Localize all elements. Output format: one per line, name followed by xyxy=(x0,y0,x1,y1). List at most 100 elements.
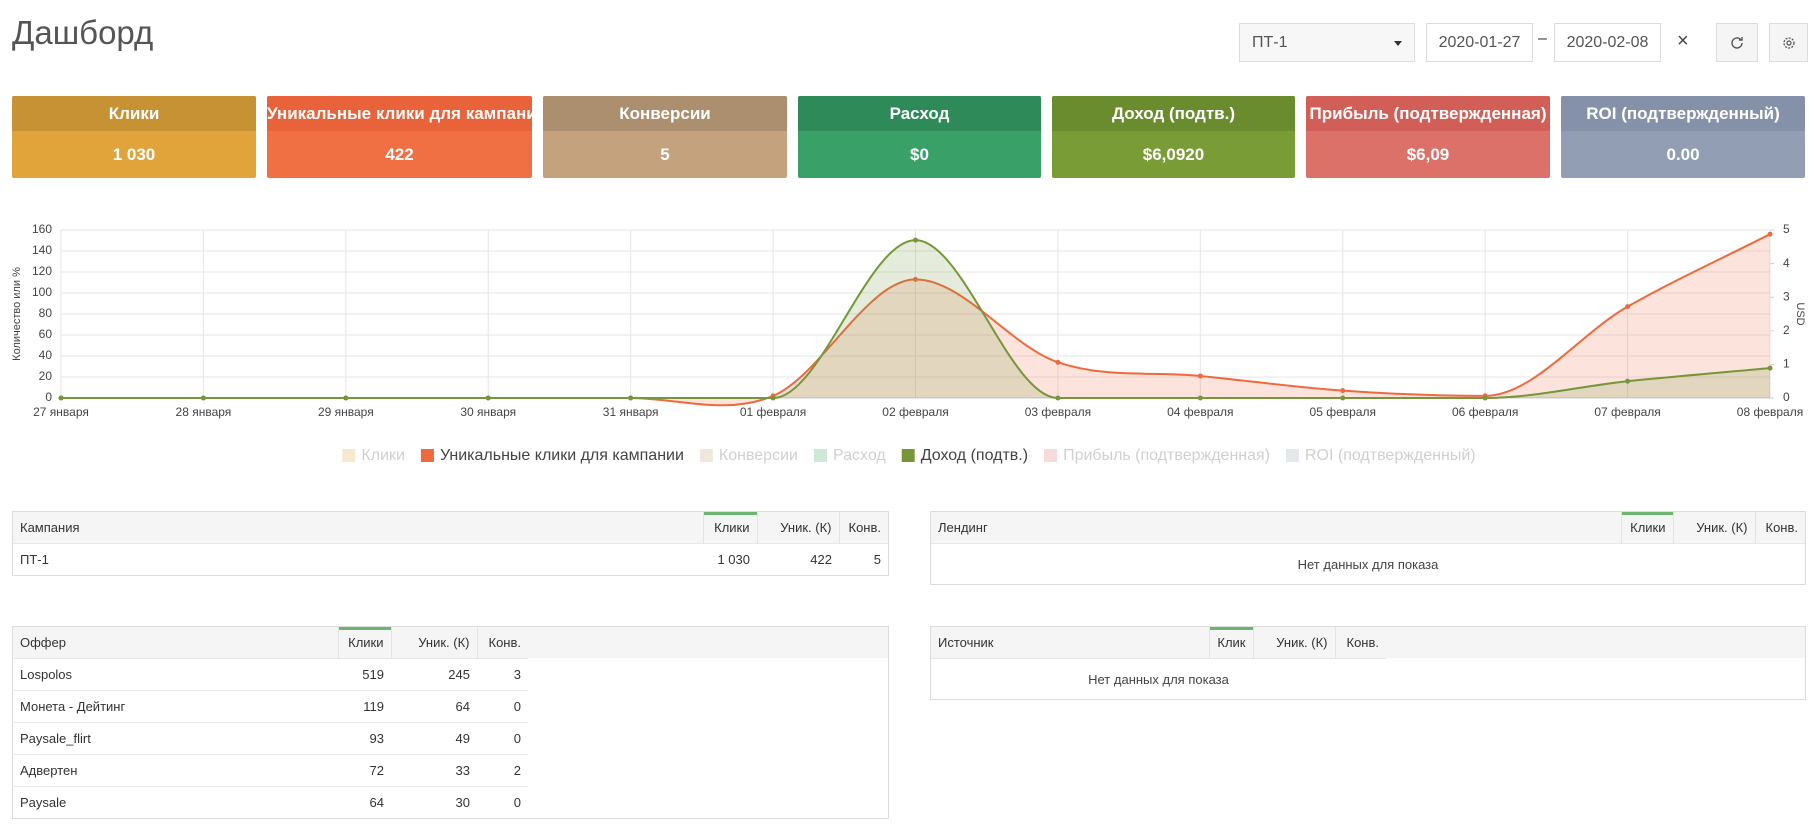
table-cell: 0 xyxy=(477,786,528,818)
data-point xyxy=(1340,388,1346,394)
table-box: Кампания Клики Уник. (К) Конв. ПТ-1 1 030 422 5 xyxy=(12,511,889,576)
data-point xyxy=(1197,395,1203,401)
card-value: $6,09 xyxy=(1406,145,1450,164)
tbody: Нет данных для показа xyxy=(931,543,1805,584)
legend-marker[interactable] xyxy=(699,449,713,462)
table-cell: Paysale_flirt xyxy=(13,722,338,755)
table-row: Paysale 64 30 0 xyxy=(13,786,528,818)
tbody: ПТ-1 1 030 422 5 xyxy=(13,543,888,575)
x-tick-label: 07 февраля xyxy=(1594,405,1660,419)
clear-button[interactable]: × xyxy=(1677,30,1689,52)
data-table: Оффер Клики Уник. (К) Конв. Lospolos 519 245 3 М… xyxy=(13,627,528,818)
column-header[interactable]: Уник. (К) xyxy=(1252,627,1335,659)
legend-label[interactable]: ROI (подтвержденный) xyxy=(1305,447,1476,464)
empty-message: Нет данных для показа xyxy=(931,543,1805,584)
refresh-button[interactable] xyxy=(1716,23,1758,62)
table-box: Лендинг Клики Уник. (К) Конв. Нет данных для… xyxy=(930,511,1806,585)
data-point xyxy=(1055,359,1061,365)
table-cell: 72 xyxy=(338,754,391,787)
column-header[interactable]: Конв. xyxy=(476,627,528,659)
x-tick-label: 06 февраля xyxy=(1452,405,1518,419)
legend-marker[interactable] xyxy=(901,449,915,462)
stat-card: Расход $0 xyxy=(798,96,1041,178)
select-text: ПТ-1 xyxy=(1252,33,1288,51)
table-cell: 93 xyxy=(338,722,391,755)
column-header[interactable]: Уник. (К) xyxy=(390,627,477,659)
x-tick-label: 30 января xyxy=(460,405,516,419)
legend-marker[interactable] xyxy=(342,449,356,462)
table-cell: 2 xyxy=(477,754,528,787)
stat-card: ROI (подтвержденный) 0.00 xyxy=(1561,96,1805,178)
column-header[interactable]: Конв. xyxy=(1754,512,1805,544)
table-cell: 519 xyxy=(338,658,391,691)
x-tick-label: 04 февраля xyxy=(1167,405,1233,419)
table-row: Монета - Дейтинг 119 64 0 xyxy=(13,690,528,723)
table-cell: Lospolos xyxy=(13,658,338,691)
tbody: Lospolos 519 245 3 Монета - Дейтинг 119 64 0 Pay… xyxy=(13,658,528,818)
column-header[interactable]: Лендинг xyxy=(931,512,1621,544)
legend-label[interactable]: Доход (подтв.) xyxy=(921,447,1028,464)
card-value: 0.00 xyxy=(1666,145,1700,164)
card-value: $6,0920 xyxy=(1142,145,1205,164)
x-tick-label: 31 января xyxy=(603,405,659,419)
y2-tick-label: 0 xyxy=(1783,390,1790,404)
y2-tick-label: 1 xyxy=(1783,357,1790,371)
thead: Источник Клик Уник. (К) Конв. xyxy=(931,627,1386,659)
header-row: Источник Клик Уник. (К) Конв. xyxy=(931,627,1386,659)
data-point xyxy=(1767,365,1773,371)
page-title: Дашборд xyxy=(12,14,154,51)
column-header[interactable]: Клики xyxy=(1620,512,1673,544)
table-row: Lospolos 519 245 3 xyxy=(13,658,528,691)
date-to[interactable]: 2020-02-08 xyxy=(1554,23,1661,62)
card-title: Клики xyxy=(12,96,256,131)
y-tick-label: 140 xyxy=(32,243,52,257)
legend-marker[interactable] xyxy=(420,449,434,462)
stat-card: Уникальные клики для кампании 422 xyxy=(267,96,532,178)
y-tick-label: 160 xyxy=(32,222,52,236)
table-cell: 3 xyxy=(477,658,528,691)
card-title: ROI (подтвержденный) xyxy=(1561,96,1805,131)
y2-tick-label: 4 xyxy=(1783,256,1790,270)
legend-marker[interactable] xyxy=(813,449,827,462)
tbody: Нет данных для показа xyxy=(931,658,1386,699)
legend-label[interactable]: Уникальные клики для кампании xyxy=(440,447,684,464)
empty-message: Нет данных для показа xyxy=(931,658,1386,699)
table-cell: 0 xyxy=(477,722,528,755)
legend-marker[interactable] xyxy=(1286,449,1299,462)
table-cell: 33 xyxy=(391,754,477,787)
card-title: Расход xyxy=(798,96,1041,131)
column-header[interactable]: Клики xyxy=(702,512,757,544)
date-from[interactable]: 2020-01-27 xyxy=(1426,23,1533,62)
legend-label[interactable]: Клики xyxy=(361,447,405,464)
column-header[interactable]: Конв. xyxy=(838,512,888,544)
settings-button[interactable] xyxy=(1769,23,1808,62)
table-cell: 245 xyxy=(391,658,477,691)
column-header[interactable]: Клики xyxy=(337,627,391,659)
column-header[interactable]: Клик xyxy=(1208,627,1253,659)
thead: Кампания Клики Уник. (К) Конв. xyxy=(13,512,888,544)
column-header[interactable]: Уник. (К) xyxy=(756,512,839,544)
legend-label[interactable]: Прибыль (подтвержденная) xyxy=(1063,447,1270,464)
column-header[interactable]: Уник. (К) xyxy=(1672,512,1755,544)
data-point xyxy=(485,395,491,401)
card-title: Доход (подтв.) xyxy=(1052,96,1295,131)
column-header[interactable]: Конв. xyxy=(1334,627,1386,659)
column-header[interactable]: Оффер xyxy=(13,627,338,659)
series-area xyxy=(61,234,1770,406)
card-title: Прибыль (подтвержденная) xyxy=(1306,96,1550,131)
column-header[interactable]: Кампания xyxy=(13,512,703,544)
data-point xyxy=(200,395,206,401)
card-value: 5 xyxy=(660,145,670,164)
table-cell: 119 xyxy=(338,690,391,723)
y2-tick-label: 3 xyxy=(1783,289,1790,303)
data-point xyxy=(913,237,918,243)
y-axis-label: Количество или % xyxy=(11,267,23,361)
card-value: 1 030 xyxy=(112,145,156,164)
column-header[interactable]: Источник xyxy=(931,627,1209,659)
x-tick-label: 05 февраля xyxy=(1310,405,1376,419)
campaign-select[interactable]: ПТ-1 xyxy=(1239,23,1415,62)
legend-label[interactable]: Расход xyxy=(833,447,886,464)
data-table: Лендинг Клики Уник. (К) Конв. Нет данных для… xyxy=(931,512,1805,584)
legend-marker[interactable] xyxy=(1044,449,1058,462)
legend-label[interactable]: Конверсии xyxy=(719,447,798,464)
